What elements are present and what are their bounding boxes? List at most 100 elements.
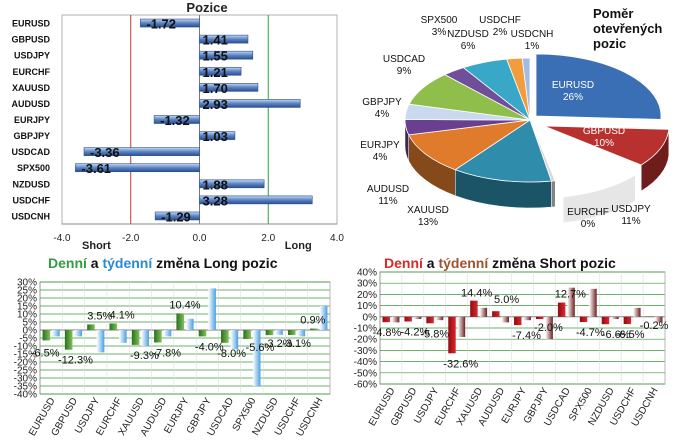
pie-label-name: USDCAD xyxy=(383,54,425,65)
weekly-bar xyxy=(435,316,444,321)
weekly-bar xyxy=(611,316,619,320)
daily-bar xyxy=(426,316,434,324)
pie-label-name: XAUUSD xyxy=(407,205,449,216)
bar xyxy=(199,34,249,44)
y-tick-label: -40% xyxy=(14,390,37,401)
weekly-bar xyxy=(74,330,83,337)
daily-bar xyxy=(535,316,544,320)
daily-bar xyxy=(265,330,274,336)
data-label: 3.5% xyxy=(87,310,112,322)
data-label: -7.8% xyxy=(152,347,181,359)
daily-bar xyxy=(287,330,296,335)
pie-label-percent: 4% xyxy=(375,109,390,120)
daily-bar xyxy=(198,330,207,337)
bar-value-label: 1.55 xyxy=(203,49,228,64)
pie-label-percent: 3% xyxy=(432,27,447,38)
data-label: -12.3% xyxy=(58,355,93,367)
pie-slice-audusd xyxy=(408,119,531,171)
bar xyxy=(199,131,236,140)
title-part: a xyxy=(423,255,439,271)
y-tick-label: -20% xyxy=(14,358,37,369)
y-tick-label: 10% xyxy=(357,301,377,312)
y-tick-label: -10% xyxy=(14,342,37,353)
y-tick-label: -40% xyxy=(354,357,377,368)
long-label: Long xyxy=(285,240,312,252)
category-label: GBPJPY xyxy=(13,131,50,141)
y-tick-label: 20% xyxy=(357,290,377,301)
daily-bar xyxy=(42,330,51,341)
pie-label-percent: 11% xyxy=(621,216,640,227)
pie-title: pozic xyxy=(593,36,626,51)
x-tick-label: 0.0 xyxy=(193,233,207,244)
pie-label-name: GBPJPY xyxy=(362,97,402,108)
y-tick-label: 30% xyxy=(357,279,377,290)
pie-label-name: AUDUSD xyxy=(367,184,409,195)
y-tick-label: -15% xyxy=(14,350,37,361)
y-tick-label: -5% xyxy=(19,334,37,345)
bar-value-label: 1.03 xyxy=(203,129,228,144)
bar-value-label: -3.61 xyxy=(81,161,111,176)
daily-bar xyxy=(176,313,184,330)
daily-bar xyxy=(448,316,456,354)
category-label: AUDUSD xyxy=(11,99,50,109)
y-tick-label: 40% xyxy=(357,268,377,279)
bar xyxy=(199,99,301,108)
daily-bar xyxy=(154,330,162,343)
data-label: -6.5% xyxy=(616,329,645,341)
title-part: týdenní xyxy=(438,255,489,271)
weekly-bar xyxy=(275,330,283,335)
pie-label-percent: 26% xyxy=(563,92,583,103)
pie-label-percent: 6% xyxy=(461,41,476,52)
data-label: 10.4% xyxy=(169,299,200,311)
bar-value-label: 1.21 xyxy=(203,65,228,80)
pie-label-percent: 9% xyxy=(397,66,412,77)
y-tick-label: 5% xyxy=(23,318,38,329)
pie-label-percent: 1% xyxy=(525,41,540,52)
x-tick-label: 4.0 xyxy=(330,233,344,244)
pie-slice-side xyxy=(551,180,556,208)
daily-bar xyxy=(87,324,95,330)
bar-value-label: 2.93 xyxy=(203,97,228,112)
data-label: -8.0% xyxy=(217,348,246,360)
data-label: -4.8% xyxy=(373,327,402,339)
title-part: a xyxy=(87,255,103,271)
category-label: XAUUSD xyxy=(12,83,51,93)
pie-slice-xauusd xyxy=(454,119,552,183)
bar-value-label: -1.29 xyxy=(161,209,191,224)
bar xyxy=(154,211,200,221)
weekly-bar xyxy=(319,306,328,330)
weekly-bar xyxy=(523,316,531,321)
daily-bar xyxy=(470,300,478,317)
weekly-bar xyxy=(96,330,105,353)
y-tick-label: -25% xyxy=(14,366,37,377)
daily-bar xyxy=(131,330,140,345)
y-tick-label: -50% xyxy=(354,368,377,379)
data-label: -9.3% xyxy=(130,350,159,362)
category-label: USDCAD xyxy=(11,147,50,157)
pie-label-percent: 10% xyxy=(594,138,614,149)
title-part: týdenní xyxy=(102,255,153,271)
y-tick-label: 30% xyxy=(17,278,37,289)
category-label: USDJPY xyxy=(14,51,50,61)
daily-bar xyxy=(404,316,412,322)
data-label: -5.8% xyxy=(420,328,449,340)
y-tick-label: 0% xyxy=(23,326,38,337)
pie-label-name: NZDUSD xyxy=(447,29,489,40)
pie-label-name: EURCHF xyxy=(567,207,609,218)
pie-label-name: EURUSD xyxy=(552,80,594,91)
category-label: NZDUSD xyxy=(13,179,51,189)
weekly-bar xyxy=(186,318,194,330)
chart-title: Denní a týdenní změna Long pozic xyxy=(48,255,278,271)
pie-slice-usdcnh xyxy=(521,57,531,121)
data-label: -5.6% xyxy=(246,342,275,354)
long-changes-chart: Denní a týdenní změna Long pozic 30%25%20… xyxy=(14,255,331,439)
bar xyxy=(199,50,254,60)
bar xyxy=(199,179,265,189)
y-tick-label: -35% xyxy=(14,382,37,393)
bar-value-label: -3.36 xyxy=(90,145,120,160)
x-tick-label: -2.0 xyxy=(122,233,140,244)
weekly-bar xyxy=(479,307,488,317)
data-label: -3.2% xyxy=(264,338,293,350)
category-label: EURJPY xyxy=(14,115,50,125)
pie-label-percent: 4% xyxy=(373,152,388,163)
